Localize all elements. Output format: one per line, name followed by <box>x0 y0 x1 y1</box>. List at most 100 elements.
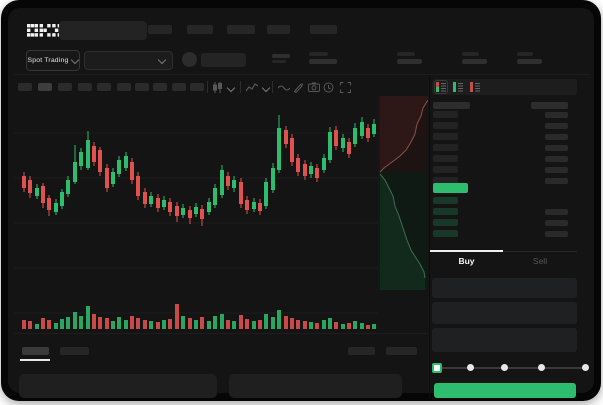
orders-panel-placeholder <box>19 374 217 398</box>
slider-stop-dot[interactable] <box>467 364 474 371</box>
timeframe-button[interactable] <box>190 83 204 91</box>
nav-item[interactable] <box>310 25 337 34</box>
buy-tab-indicator <box>430 250 503 252</box>
depth-chart <box>379 96 428 290</box>
stat-value <box>397 59 422 64</box>
timeframe-button[interactable] <box>153 83 167 91</box>
bid-row-amount[interactable] <box>545 220 568 226</box>
sell-tab-label: Sell <box>532 256 548 266</box>
book-col-amount-header <box>531 102 568 109</box>
orders-filter[interactable] <box>386 347 417 355</box>
ask-row-amount[interactable] <box>545 167 568 173</box>
timeframe-button[interactable] <box>38 83 52 91</box>
nav-item[interactable] <box>267 25 290 34</box>
bid-row-price[interactable] <box>433 219 458 226</box>
pair-name-placeholder <box>201 53 246 67</box>
slider-stop-dot[interactable] <box>538 364 545 371</box>
book-both-icon[interactable] <box>434 80 448 94</box>
total-input[interactable] <box>432 328 577 352</box>
alert-icon[interactable] <box>323 82 334 93</box>
price-change-placeholder <box>272 60 286 63</box>
tabs-divider <box>430 251 577 252</box>
bid-row-amount[interactable] <box>545 231 568 237</box>
ask-row-amount[interactable] <box>545 145 568 151</box>
bid-row-price[interactable] <box>433 230 458 237</box>
book-bids-icon[interactable] <box>452 81 464 93</box>
bid-row-price[interactable] <box>433 197 458 204</box>
stat-value <box>462 59 487 64</box>
depth-bid-area <box>378 172 428 290</box>
timeframe-button[interactable] <box>135 83 149 91</box>
slider-stop-dot[interactable] <box>582 364 589 371</box>
market-type-dropdown[interactable]: Spot Trading <box>26 50 80 71</box>
toolbar-divider <box>207 81 208 93</box>
toolbar-divider <box>272 81 273 93</box>
section-divider <box>14 333 428 334</box>
ask-row-amount[interactable] <box>545 112 568 118</box>
coin-avatar <box>182 52 197 67</box>
orderbook-toolbar <box>432 79 577 95</box>
candle-type-icon[interactable] <box>212 82 223 93</box>
bid-row-amount[interactable] <box>545 209 568 215</box>
amount-slider-track[interactable] <box>435 367 586 369</box>
buy-tab-label: Buy <box>458 256 475 266</box>
depth-ask-area <box>378 96 428 172</box>
book-asks-icon[interactable] <box>469 81 481 93</box>
ask-row-price[interactable] <box>433 155 458 162</box>
price-input[interactable] <box>432 278 577 298</box>
orders-filter[interactable] <box>348 347 375 355</box>
ask-row-price[interactable] <box>433 177 458 184</box>
ask-row-price[interactable] <box>433 166 458 173</box>
timeframe-button[interactable] <box>78 83 92 91</box>
last-price-bar[interactable] <box>433 183 468 193</box>
timeframe-button[interactable] <box>18 83 32 91</box>
trading-pair-select[interactable] <box>84 51 173 70</box>
market-type-label: Spot Trading <box>27 57 69 64</box>
slider-handle[interactable] <box>432 363 442 373</box>
line-tool-icon[interactable] <box>278 84 290 92</box>
nav-item[interactable] <box>227 25 255 34</box>
tab-history[interactable] <box>60 347 89 355</box>
ask-row-price[interactable] <box>433 133 458 140</box>
last-price-placeholder <box>272 54 290 58</box>
amount-input[interactable] <box>432 302 577 324</box>
timeframe-button[interactable] <box>172 83 186 91</box>
tab-orders-active[interactable] <box>22 347 49 355</box>
panel-divider <box>429 75 430 399</box>
ask-row-amount[interactable] <box>545 156 568 162</box>
tab-buy[interactable]: Buy <box>430 253 503 269</box>
ask-row-price[interactable] <box>433 144 458 151</box>
toolbar-divider <box>240 81 241 93</box>
timeframe-button[interactable] <box>58 83 72 91</box>
camera-icon[interactable] <box>308 82 320 92</box>
global-search-input[interactable] <box>59 21 147 40</box>
timeframe-button[interactable] <box>97 83 111 91</box>
stat-label <box>309 52 328 56</box>
indicators-icon[interactable] <box>246 83 258 93</box>
stat-label <box>517 52 533 56</box>
positions-panel-placeholder <box>229 374 402 398</box>
ask-row-amount[interactable] <box>545 178 568 184</box>
nav-item[interactable] <box>187 25 213 34</box>
stat-value <box>309 59 337 64</box>
stat-label <box>462 52 479 56</box>
active-tab-underline <box>20 359 50 361</box>
ask-row-price[interactable] <box>433 111 458 118</box>
stat-label <box>397 52 415 56</box>
nav-item[interactable] <box>148 25 172 34</box>
ask-row-amount[interactable] <box>545 123 568 129</box>
fullscreen-icon[interactable] <box>340 82 351 93</box>
header-divider <box>14 74 590 75</box>
ask-row-amount[interactable] <box>545 134 568 140</box>
bid-row-price[interactable] <box>433 208 458 215</box>
book-col-price-header <box>433 102 470 109</box>
stat-value <box>517 59 542 64</box>
slider-stop-dot[interactable] <box>501 364 508 371</box>
draw-icon[interactable] <box>293 82 304 93</box>
ask-row-price[interactable] <box>433 122 458 129</box>
tab-sell[interactable]: Sell <box>503 253 577 269</box>
buy-submit-button[interactable] <box>434 383 576 398</box>
timeframe-button[interactable] <box>117 83 131 91</box>
